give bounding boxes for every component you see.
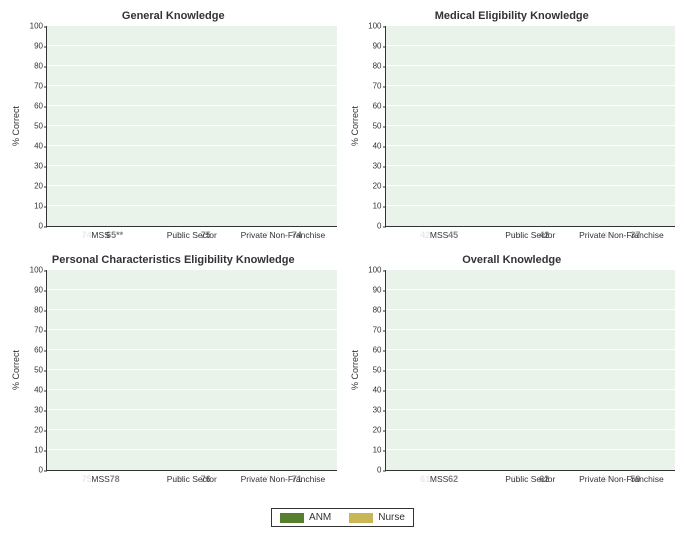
y-tick: 70 xyxy=(362,82,382,91)
y-tick: 20 xyxy=(362,182,382,191)
chart-panel: Personal Characteristics Eligibility Kno… xyxy=(10,254,337,486)
legend-swatch-anm xyxy=(280,513,304,523)
x-tick-label: Public Sector xyxy=(505,230,555,240)
bar-value-label: 78 xyxy=(110,474,120,484)
y-tick: 0 xyxy=(362,222,382,231)
x-tick-label: Private Non-Franchise xyxy=(241,474,326,484)
y-tick: 100 xyxy=(362,266,382,275)
x-tick-label: MSS xyxy=(430,230,448,240)
x-tick-label: Public Sector xyxy=(167,474,217,484)
y-tick: 10 xyxy=(23,446,43,455)
y-axis-label: % Correct xyxy=(350,350,360,390)
y-ticks: 0102030405060708090100 xyxy=(23,270,43,470)
chart-panel: Overall Knowledge% Correct01020304050607… xyxy=(349,254,676,486)
y-tick: 70 xyxy=(23,82,43,91)
plot-area: 01020304050607080901004245MSS4442Public … xyxy=(385,26,676,227)
y-ticks: 0102030405060708090100 xyxy=(23,26,43,226)
y-ticks: 0102030405060708090100 xyxy=(362,270,382,470)
bar-value-label: 75 xyxy=(82,474,92,484)
x-tick-label: Public Sector xyxy=(167,230,217,240)
y-tick: 80 xyxy=(362,62,382,71)
y-tick: 0 xyxy=(23,466,43,475)
y-tick: 50 xyxy=(23,366,43,375)
x-tick-label: Public Sector xyxy=(505,474,555,484)
y-tick: 30 xyxy=(23,406,43,415)
y-tick: 90 xyxy=(362,286,382,295)
bar-value-label: 62 xyxy=(448,474,458,484)
y-tick: 60 xyxy=(362,102,382,111)
y-ticks: 0102030405060708090100 xyxy=(362,26,382,226)
y-tick: 50 xyxy=(23,122,43,131)
y-tick: 60 xyxy=(362,346,382,355)
y-tick: 20 xyxy=(362,426,382,435)
panel-title: General Knowledge xyxy=(10,10,337,22)
y-tick: 90 xyxy=(23,286,43,295)
y-tick: 20 xyxy=(23,182,43,191)
y-tick: 0 xyxy=(23,222,43,231)
panel-title: Medical Eligibility Knowledge xyxy=(349,10,676,22)
x-tick-label: Private Non-Franchise xyxy=(579,474,664,484)
plot-area: 01020304050607080901007465**MSS7175Publi… xyxy=(46,26,337,227)
y-tick: 70 xyxy=(362,326,382,335)
y-tick: 20 xyxy=(23,426,43,435)
y-tick: 40 xyxy=(23,142,43,151)
y-tick: 60 xyxy=(23,346,43,355)
y-tick: 100 xyxy=(23,266,43,275)
y-tick: 60 xyxy=(23,102,43,111)
y-tick: 30 xyxy=(23,162,43,171)
y-tick: 100 xyxy=(362,22,382,31)
x-tick-label: MSS xyxy=(430,474,448,484)
y-tick: 80 xyxy=(362,306,382,315)
y-tick: 10 xyxy=(362,446,382,455)
y-tick: 30 xyxy=(362,162,382,171)
y-tick: 0 xyxy=(362,466,382,475)
bar-groups: 6162MSS6362Public Sector5759Private Non-… xyxy=(386,270,676,470)
legend: ANM Nurse xyxy=(271,508,414,527)
panel-title: Personal Characteristics Eligibility Kno… xyxy=(10,254,337,266)
bar-value-label: 42 xyxy=(420,230,430,240)
x-tick-label: MSS xyxy=(91,230,109,240)
bar-value-label: 61 xyxy=(420,474,430,484)
legend-item-anm: ANM xyxy=(280,512,331,523)
y-tick: 70 xyxy=(23,326,43,335)
plot-area: 01020304050607080901006162MSS6362Public … xyxy=(385,270,676,471)
y-tick: 80 xyxy=(23,306,43,315)
y-axis-label: % Correct xyxy=(11,106,21,146)
y-tick: 50 xyxy=(362,366,382,375)
legend-swatch-nurse xyxy=(349,513,373,523)
legend-label-nurse: Nurse xyxy=(378,512,405,523)
y-tick: 90 xyxy=(23,42,43,51)
y-axis-label: % Correct xyxy=(350,106,360,146)
bar-value-label: 74 xyxy=(82,230,92,240)
y-tick: 80 xyxy=(23,62,43,71)
bar-value-label: 45 xyxy=(448,230,458,240)
y-tick: 10 xyxy=(23,202,43,211)
y-tick: 40 xyxy=(362,386,382,395)
y-tick: 10 xyxy=(362,202,382,211)
y-axis-label: % Correct xyxy=(11,350,21,390)
legend-label-anm: ANM xyxy=(309,512,331,523)
bar-groups: 7465**MSS7175Public Sector7374Private No… xyxy=(47,26,337,226)
y-tick: 30 xyxy=(362,406,382,415)
chart-panel: Medical Eligibility Knowledge% Correct01… xyxy=(349,10,676,242)
x-tick-label: Private Non-Franchise xyxy=(241,230,326,240)
chart-panel: General Knowledge% Correct01020304050607… xyxy=(10,10,337,242)
y-tick: 40 xyxy=(362,142,382,151)
x-tick-label: MSS xyxy=(91,474,109,484)
legend-item-nurse: Nurse xyxy=(349,512,405,523)
y-tick: 90 xyxy=(362,42,382,51)
x-tick-label: Private Non-Franchise xyxy=(579,230,664,240)
chart-grid: General Knowledge% Correct01020304050607… xyxy=(10,10,675,486)
panel-title: Overall Knowledge xyxy=(349,254,676,266)
bar-groups: 4245MSS4442Public Sector3637Private Non-… xyxy=(386,26,676,226)
plot-area: 01020304050607080901007578MSS7976Public … xyxy=(46,270,337,471)
y-tick: 50 xyxy=(362,122,382,131)
bar-groups: 7578MSS7976Public Sector7071Private Non-… xyxy=(47,270,337,470)
y-tick: 40 xyxy=(23,386,43,395)
y-tick: 100 xyxy=(23,22,43,31)
